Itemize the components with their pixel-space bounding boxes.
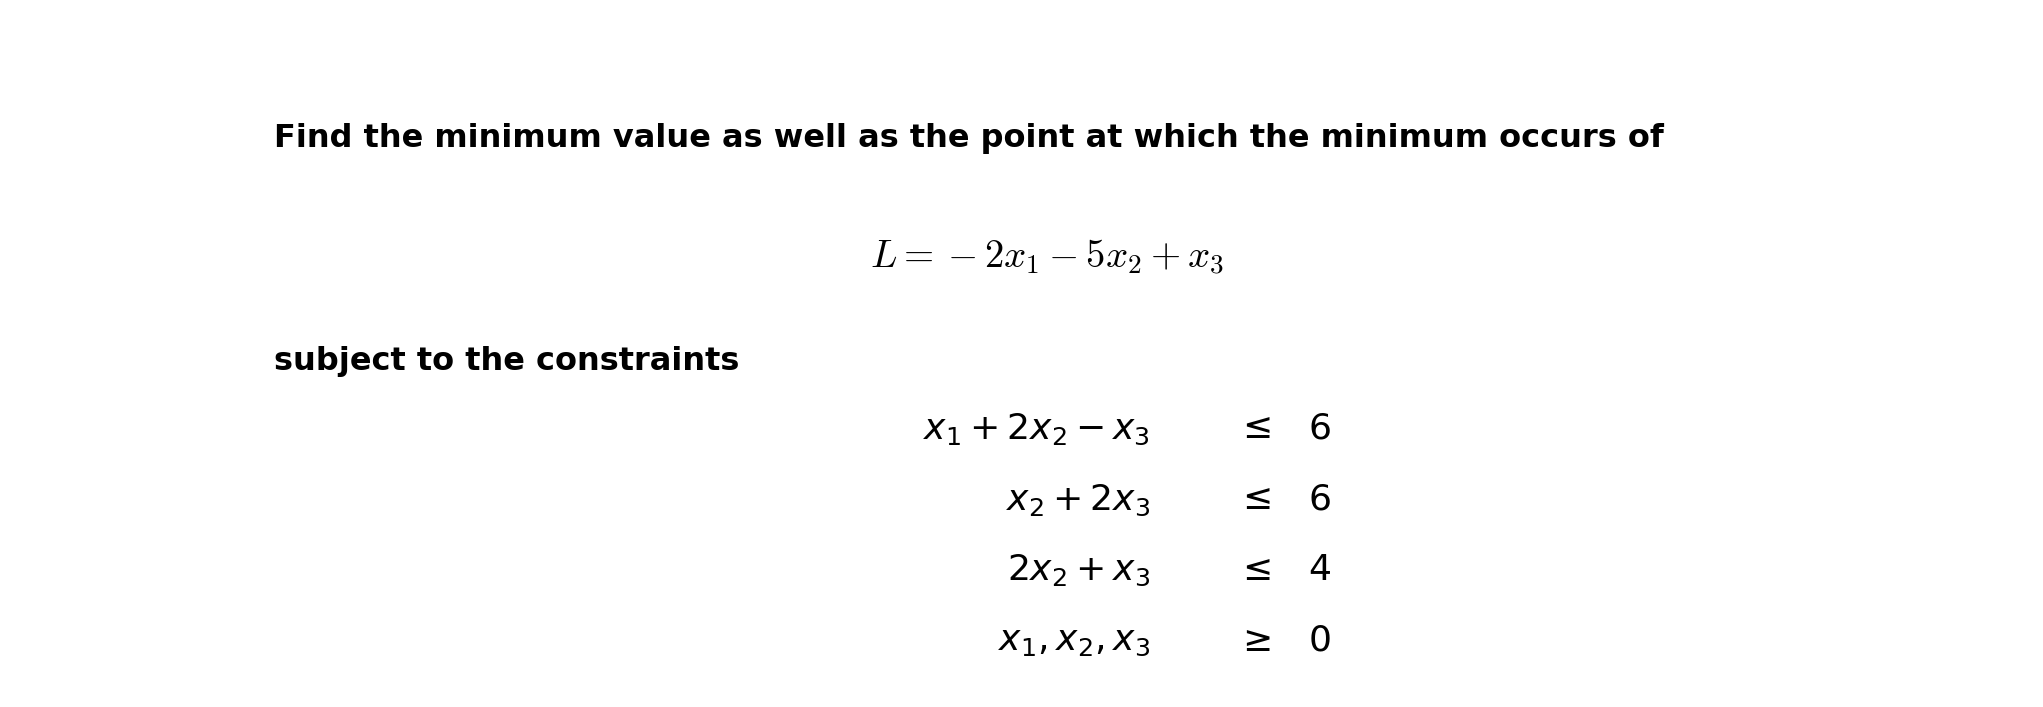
Text: $0$: $0$: [1308, 624, 1330, 658]
Text: Find the minimum value as well as the point at which the minimum occurs of: Find the minimum value as well as the po…: [274, 123, 1665, 154]
Text: $x_1, x_2, x_3$: $x_1, x_2, x_3$: [997, 624, 1150, 658]
Text: $\leq$: $\leq$: [1236, 482, 1271, 516]
Text: $6$: $6$: [1308, 411, 1332, 445]
Text: $6$: $6$: [1308, 482, 1332, 516]
Text: $L = -2x_1 - 5x_2 + x_3$: $L = -2x_1 - 5x_2 + x_3$: [870, 238, 1224, 277]
Text: $\leq$: $\leq$: [1236, 411, 1271, 445]
Text: $x_1 + 2x_2 - x_3$: $x_1 + 2x_2 - x_3$: [923, 411, 1150, 447]
Text: $2x_2 + x_3$: $2x_2 + x_3$: [1007, 553, 1150, 588]
Text: $\leq$: $\leq$: [1236, 553, 1271, 587]
Text: $4$: $4$: [1308, 553, 1332, 587]
Text: subject to the constraints: subject to the constraints: [274, 346, 740, 377]
Text: $\geq$: $\geq$: [1236, 624, 1271, 658]
Text: $x_2 + 2x_3$: $x_2 + 2x_3$: [1005, 482, 1150, 518]
